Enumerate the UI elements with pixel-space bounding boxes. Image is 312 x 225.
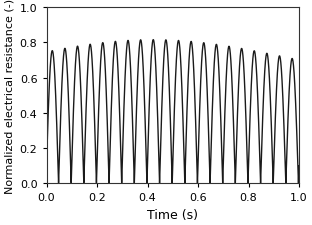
Y-axis label: Normalized electrical resistance (-): Normalized electrical resistance (-): [4, 0, 14, 193]
X-axis label: Time (s): Time (s): [147, 208, 198, 221]
